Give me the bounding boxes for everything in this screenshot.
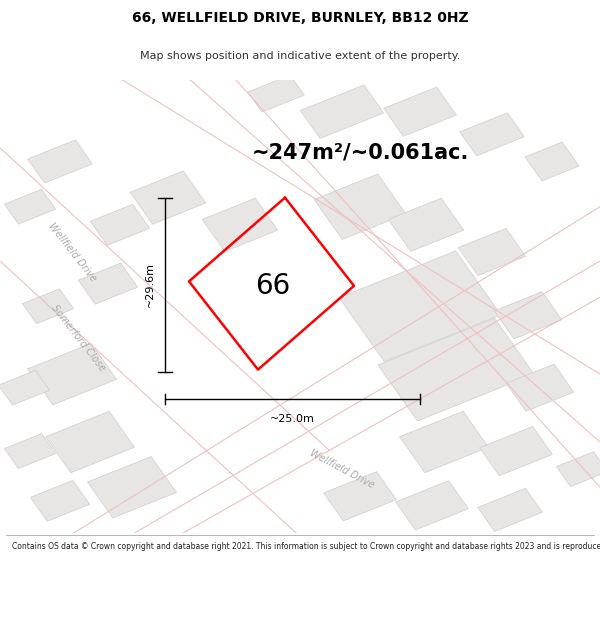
Polygon shape xyxy=(28,140,92,183)
Polygon shape xyxy=(46,411,134,472)
Polygon shape xyxy=(458,228,526,276)
Text: ~29.6m: ~29.6m xyxy=(145,262,155,308)
Polygon shape xyxy=(202,198,278,251)
Polygon shape xyxy=(4,434,56,469)
Text: Map shows position and indicative extent of the property.: Map shows position and indicative extent… xyxy=(140,51,460,61)
Polygon shape xyxy=(378,318,534,421)
Polygon shape xyxy=(130,171,206,224)
Text: ~25.0m: ~25.0m xyxy=(270,414,315,424)
Polygon shape xyxy=(0,370,50,405)
Polygon shape xyxy=(22,289,74,324)
Polygon shape xyxy=(478,488,542,531)
Polygon shape xyxy=(460,112,524,156)
Text: Contains OS data © Crown copyright and database right 2021. This information is : Contains OS data © Crown copyright and d… xyxy=(12,542,600,551)
Text: 66, WELLFIELD DRIVE, BURNLEY, BB12 0HZ: 66, WELLFIELD DRIVE, BURNLEY, BB12 0HZ xyxy=(131,11,469,24)
Polygon shape xyxy=(556,452,600,487)
Polygon shape xyxy=(88,456,176,518)
Text: ~247m²/~0.061ac.: ~247m²/~0.061ac. xyxy=(252,142,469,162)
Polygon shape xyxy=(31,481,89,521)
Polygon shape xyxy=(301,85,383,138)
Text: 66: 66 xyxy=(256,272,290,300)
Polygon shape xyxy=(28,343,116,405)
Polygon shape xyxy=(383,87,457,136)
Text: Somerford Close: Somerford Close xyxy=(49,303,107,373)
Polygon shape xyxy=(248,75,304,112)
Text: Wellfield Drive: Wellfield Drive xyxy=(308,448,376,491)
Polygon shape xyxy=(400,411,488,472)
Polygon shape xyxy=(388,198,464,251)
Polygon shape xyxy=(79,263,137,304)
Polygon shape xyxy=(506,364,574,411)
Polygon shape xyxy=(314,174,406,239)
Polygon shape xyxy=(494,292,562,339)
Polygon shape xyxy=(323,472,397,521)
Polygon shape xyxy=(4,189,56,224)
Polygon shape xyxy=(91,204,149,245)
Polygon shape xyxy=(339,251,501,362)
Text: Wellfield Drive: Wellfield Drive xyxy=(46,221,98,283)
Polygon shape xyxy=(479,426,553,476)
Polygon shape xyxy=(525,142,579,181)
Polygon shape xyxy=(395,481,469,530)
